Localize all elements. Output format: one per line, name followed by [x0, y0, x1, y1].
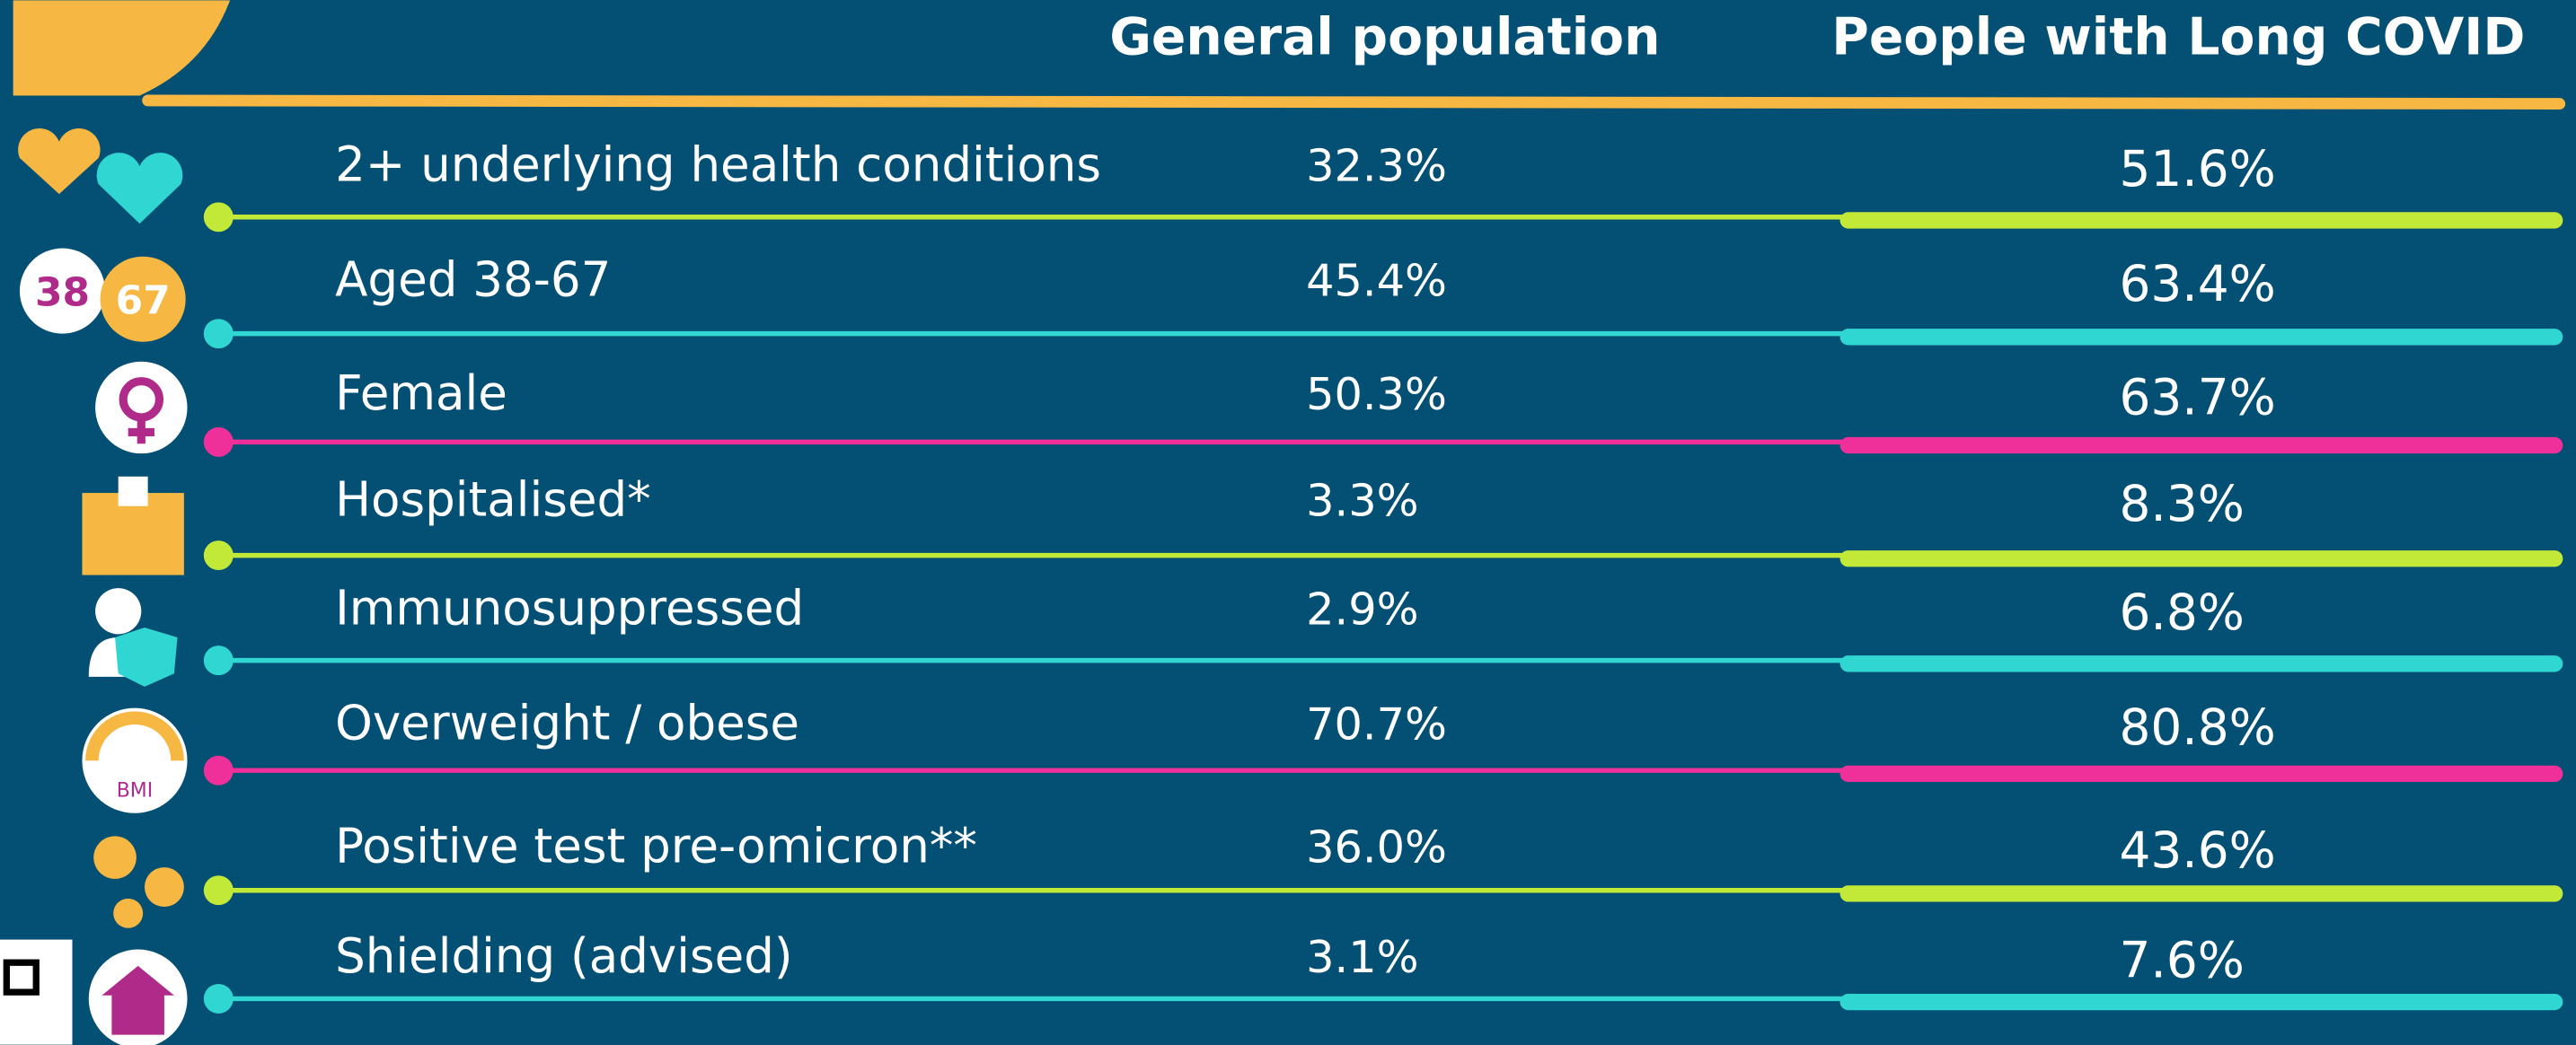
row-label: Aged 38-67: [335, 252, 611, 308]
long-covid-value: 8.3%: [2120, 475, 2245, 532]
hospital-cross: [119, 477, 148, 506]
header-general: General population: [1109, 8, 1660, 67]
virus-icon: [93, 836, 137, 879]
long-covid-value: 51.6%: [2120, 140, 2276, 198]
row-dot: [204, 319, 234, 348]
general-value: 36.0%: [1306, 821, 1447, 874]
long-covid-value: 6.8%: [2120, 584, 2245, 641]
row-dot: [204, 202, 234, 232]
general-value: 2.9%: [1306, 583, 1418, 635]
page: General population People with Long COVI…: [0, 0, 2576, 1045]
long-covid-value: 63.4%: [2120, 255, 2276, 312]
age-high: 67: [116, 278, 171, 324]
row-dot: [204, 540, 234, 570]
age-low: 38: [35, 270, 90, 316]
infographic: General population People with Long COVI…: [0, 0, 2576, 1045]
general-value: 32.3%: [1306, 140, 1447, 192]
header-rule: [148, 101, 2560, 104]
general-value: 3.1%: [1306, 931, 1418, 983]
long-covid-value: 7.6%: [2120, 932, 2245, 989]
row-dot: [204, 984, 234, 1014]
row-label: Shielding (advised): [335, 928, 792, 984]
virus-icon: [113, 899, 143, 928]
header-long-covid: People with Long COVID: [1831, 8, 2525, 67]
row-label: Immunosuppressed: [335, 580, 804, 636]
general-value: 3.3%: [1306, 475, 1418, 527]
row-dot: [204, 427, 234, 457]
person-icon: [95, 588, 141, 634]
long-covid-value: 43.6%: [2120, 821, 2276, 879]
row-label: Hospitalised*: [335, 472, 651, 528]
row-label: Overweight / obese: [335, 695, 799, 751]
long-covid-value: 80.8%: [2120, 698, 2276, 756]
row-dot: [204, 645, 234, 675]
long-covid-value: 63.7%: [2120, 368, 2276, 426]
virus-icon: [145, 867, 184, 907]
row-label: Female: [335, 365, 507, 421]
bmi-label: BMI: [117, 779, 153, 802]
row-label: Positive test pre-omicron**: [335, 819, 977, 874]
row-label: 2+ underlying health conditions: [335, 137, 1101, 193]
general-value: 45.4%: [1306, 255, 1447, 307]
row-dot: [204, 756, 234, 786]
general-value: 50.3%: [1306, 368, 1447, 420]
row-dot: [204, 875, 234, 905]
general-value: 70.7%: [1306, 698, 1447, 750]
